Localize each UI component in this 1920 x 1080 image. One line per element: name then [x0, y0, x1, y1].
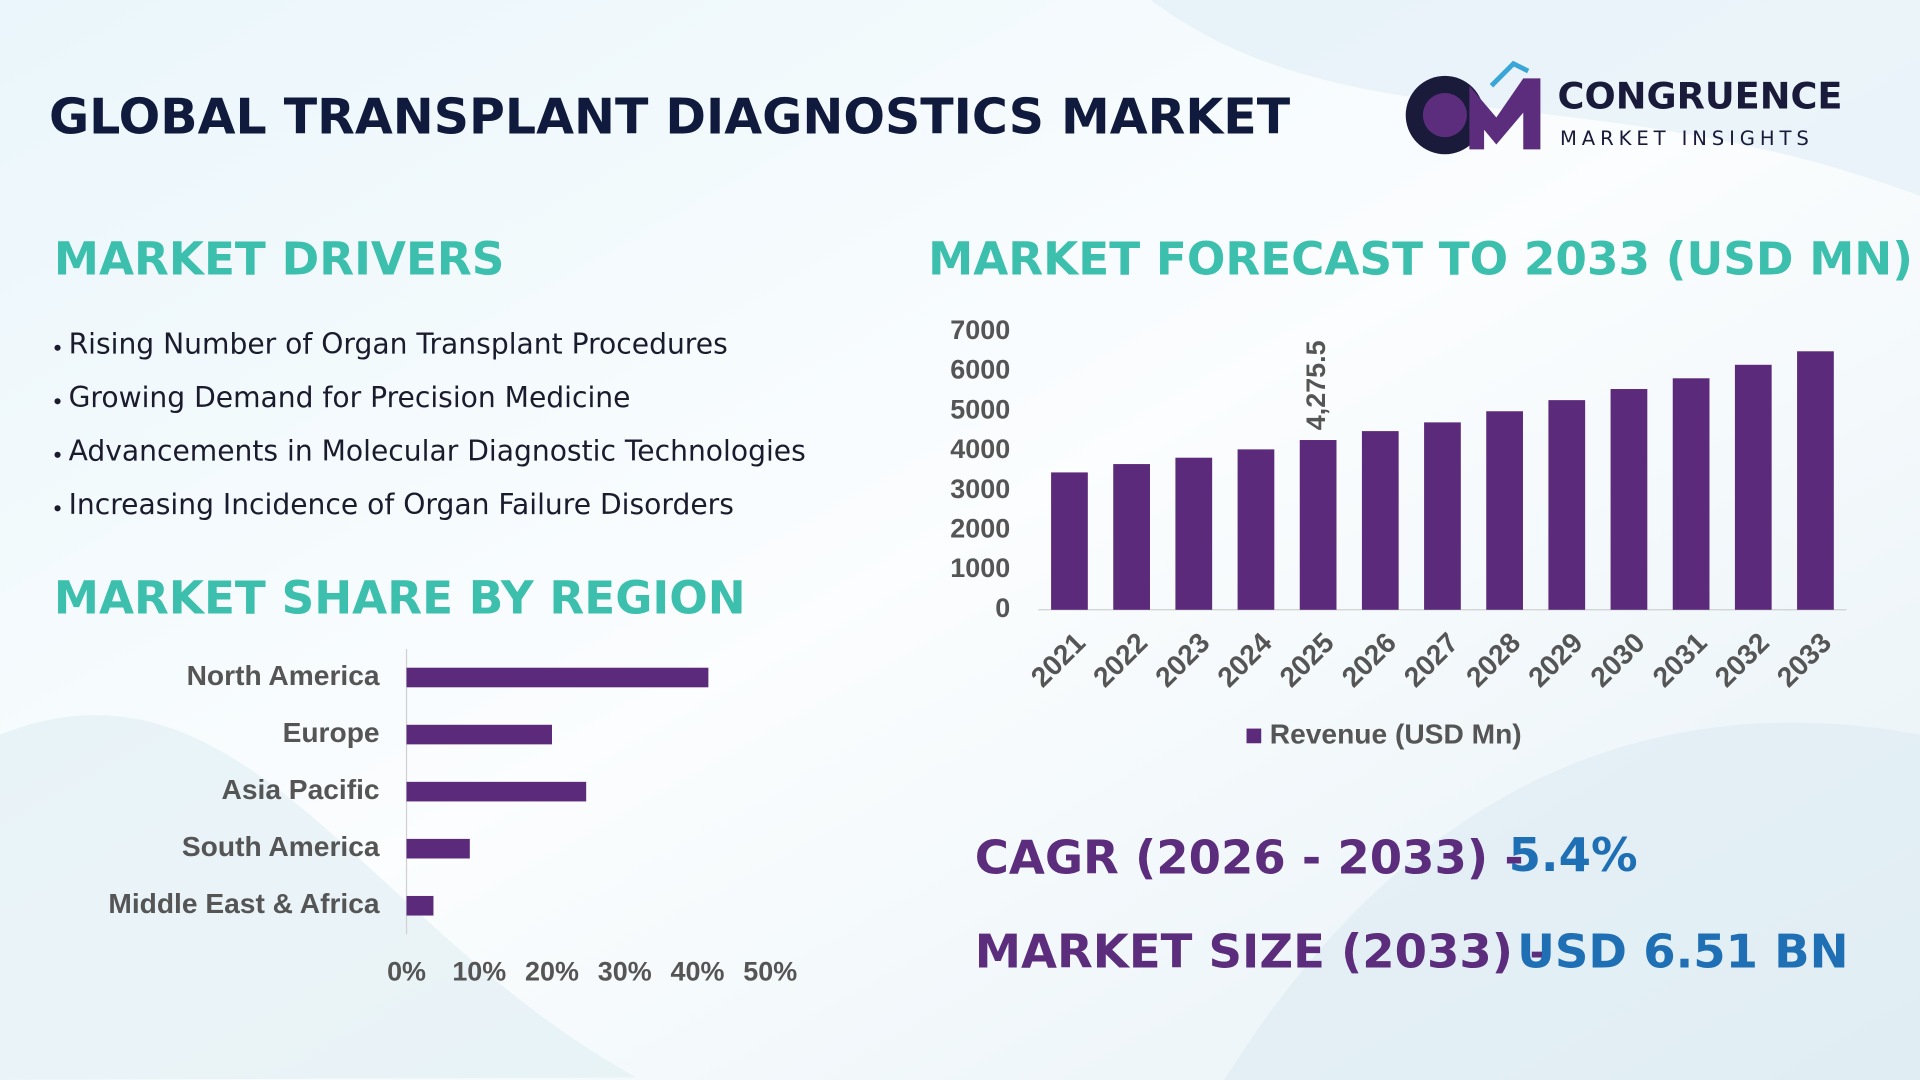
- x-tick-label: 30%: [598, 957, 652, 987]
- bar: [1548, 400, 1586, 610]
- bar: [1175, 457, 1213, 610]
- data-label: 4,275.5: [1301, 340, 1331, 430]
- x-tick-label: 10%: [452, 957, 506, 987]
- driver-item: Increasing Incidence of Organ Failure Di…: [69, 488, 734, 521]
- bar: [406, 781, 587, 802]
- x-tick-label: 50%: [743, 957, 797, 987]
- bullet: [54, 344, 61, 351]
- bar: [406, 895, 434, 916]
- charts: 0100020003000400050006000700020212022202…: [108, 315, 1847, 987]
- forecast-title: MARKET FORECAST TO 2033 (USD MN): [928, 233, 1913, 286]
- logo-m: [1469, 78, 1541, 150]
- driver-item: Rising Number of Organ Transplant Proced…: [69, 327, 728, 360]
- logo-name: CONGRUENCE: [1558, 74, 1843, 117]
- bullet: [54, 451, 61, 458]
- bar: [1424, 422, 1461, 610]
- bar: [1610, 389, 1648, 610]
- bar: [1113, 464, 1150, 610]
- y-tick-label: 1000: [950, 553, 1010, 583]
- logo: CONGRUENCE MARKET INSIGHTS: [1405, 60, 1843, 155]
- y-tick-label: 3000: [950, 474, 1010, 504]
- x-tick-label: 0%: [387, 957, 426, 987]
- bar: [1797, 351, 1834, 610]
- legend-swatch: [1246, 728, 1262, 744]
- y-tick-label: 2000: [950, 513, 1010, 543]
- page-title: GLOBAL TRANSPLANT DIAGNOSTICS MARKET: [49, 89, 1291, 146]
- legend-label: Revenue (USD Mn): [1270, 718, 1522, 749]
- region-title: MARKET SHARE BY REGION: [54, 572, 746, 625]
- bar: [406, 838, 470, 859]
- y-tick-label: 7000: [950, 315, 1010, 345]
- y-tick-label: 6000: [950, 355, 1010, 385]
- bar: [406, 667, 709, 688]
- bar: [1299, 440, 1337, 610]
- size-label: MARKET SIZE (2033) –: [975, 925, 1553, 979]
- y-tick-label: North America: [187, 660, 380, 691]
- cagr-value: 5.4%: [1509, 828, 1638, 882]
- driver-item: Growing Demand for Precision Medicine: [69, 381, 631, 414]
- logo-globe: [1422, 93, 1467, 138]
- bullet: [54, 505, 61, 512]
- size-value: USD 6.51 BN: [1517, 925, 1848, 979]
- x-tick-label: 40%: [671, 957, 725, 987]
- bar: [1486, 411, 1523, 610]
- y-tick-label: South America: [182, 831, 380, 862]
- bar: [1734, 364, 1772, 610]
- bar: [406, 724, 552, 745]
- y-tick-label: Europe: [283, 717, 380, 748]
- cagr-label: CAGR (2026 - 2033) -: [975, 830, 1524, 884]
- y-tick-label: Asia Pacific: [222, 774, 380, 805]
- drivers-list: Rising Number of Organ Transplant Proced…: [54, 327, 806, 521]
- bar: [1361, 431, 1399, 610]
- y-tick-label: 0: [995, 593, 1010, 623]
- bar: [1672, 378, 1710, 610]
- bullet: [54, 398, 61, 405]
- logo-tagline: MARKET INSIGHTS: [1560, 127, 1814, 150]
- decor-wave: [0, 715, 637, 1080]
- x-tick-label: 20%: [525, 957, 579, 987]
- drivers-title: MARKET DRIVERS: [54, 233, 505, 286]
- y-tick-label: 4000: [950, 434, 1010, 464]
- y-tick-label: 5000: [950, 394, 1010, 424]
- bar: [1051, 472, 1088, 610]
- y-tick-label: Middle East & Africa: [108, 888, 380, 919]
- decor-wave: [1224, 722, 1920, 1080]
- bar: [1237, 449, 1275, 610]
- logo-arrow: [1489, 60, 1530, 88]
- driver-item: Advancements in Molecular Diagnostic Tec…: [69, 434, 806, 467]
